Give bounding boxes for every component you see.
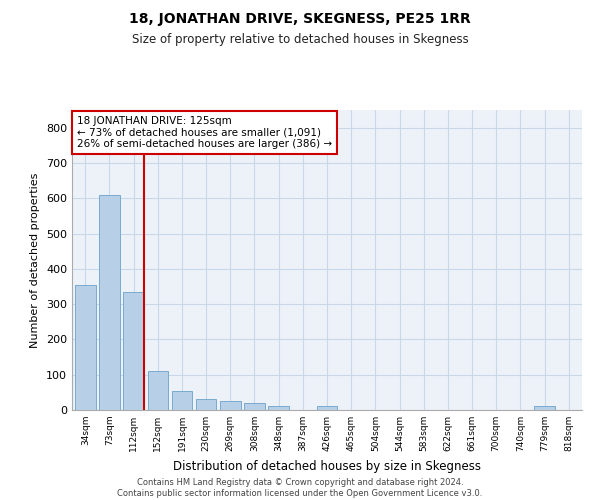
Bar: [268, 406, 289, 410]
Bar: [196, 400, 217, 410]
Bar: [124, 292, 144, 410]
Text: 18 JONATHAN DRIVE: 125sqm
← 73% of detached houses are smaller (1,091)
26% of se: 18 JONATHAN DRIVE: 125sqm ← 73% of detac…: [77, 116, 332, 149]
Bar: [534, 406, 555, 410]
Bar: [244, 403, 265, 410]
Text: Contains HM Land Registry data © Crown copyright and database right 2024.
Contai: Contains HM Land Registry data © Crown c…: [118, 478, 482, 498]
Bar: [317, 406, 337, 410]
Bar: [220, 401, 241, 410]
Bar: [75, 284, 95, 410]
Text: 18, JONATHAN DRIVE, SKEGNESS, PE25 1RR: 18, JONATHAN DRIVE, SKEGNESS, PE25 1RR: [129, 12, 471, 26]
Bar: [148, 371, 168, 410]
Y-axis label: Number of detached properties: Number of detached properties: [31, 172, 40, 348]
X-axis label: Distribution of detached houses by size in Skegness: Distribution of detached houses by size …: [173, 460, 481, 472]
Bar: [172, 390, 192, 410]
Bar: [99, 194, 120, 410]
Text: Size of property relative to detached houses in Skegness: Size of property relative to detached ho…: [131, 32, 469, 46]
